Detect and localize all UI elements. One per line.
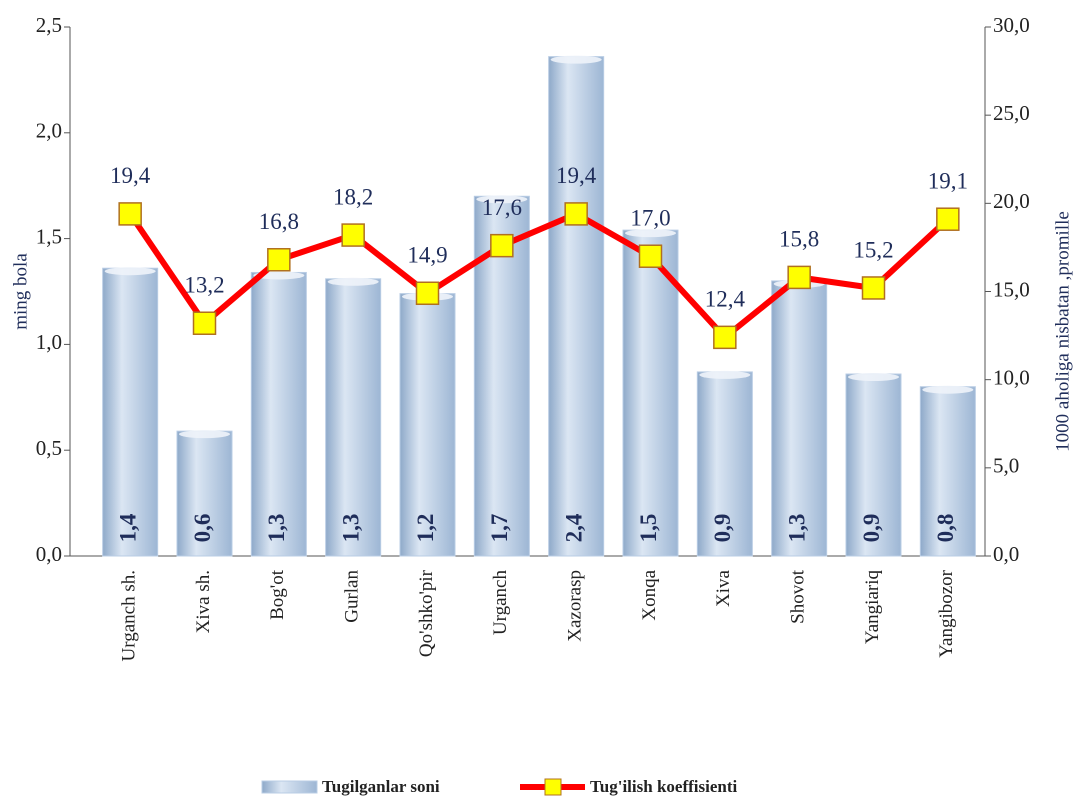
y-axis-title: ming bola (10, 253, 31, 330)
x-tick-label: Xazorasp (565, 570, 586, 642)
x-tick-label: Urganch sh. (119, 570, 140, 661)
legend-swatch (261, 780, 318, 794)
line-marker (861, 276, 886, 300)
x-tick-label: Xonqa (639, 569, 660, 620)
bar (771, 280, 828, 557)
y-tick-label: 0,5 (36, 436, 62, 460)
bar-value-label: 1,7 (487, 514, 512, 543)
x-tick-label: Bog'ot (267, 569, 288, 620)
line-marker (713, 325, 737, 350)
line-marker (787, 265, 811, 290)
y-tick-label: 0,0 (36, 542, 62, 566)
line-value-label: 17,6 (482, 195, 522, 220)
bar-value-label: 2,4 (561, 513, 586, 542)
bar (250, 271, 307, 557)
line-value-label: 19,4 (110, 163, 151, 188)
y2-tick-label: 10,0 (993, 365, 1030, 389)
bar-cap (550, 55, 602, 64)
y2-tick-label: 20,0 (993, 189, 1030, 213)
legend-label: Tug'ilish koeffisienti (590, 777, 737, 796)
bar-value-label: 1,3 (264, 514, 289, 543)
line-value-label: 12,4 (705, 287, 746, 312)
x-tick-label: Yangiariq (862, 570, 883, 645)
y2-tick-label: 5,0 (993, 454, 1019, 478)
y-tick-label: 1,5 (36, 224, 62, 248)
line-marker (415, 281, 440, 306)
bar-cap (178, 430, 231, 439)
x-tick-label: Yangibozor (936, 569, 957, 657)
y2-axis-title: 1000 aholiga nisbatan ,promille (1052, 211, 1073, 452)
y-tick-label: 2,5 (36, 13, 62, 37)
bar (622, 229, 679, 557)
bar (325, 278, 382, 557)
bar (919, 386, 976, 557)
line (127, 210, 950, 341)
bar-cap (327, 277, 379, 286)
bar (845, 373, 902, 557)
y-tick-label: 2,0 (36, 119, 62, 143)
y2-tick-label: 0,0 (993, 542, 1019, 566)
x-tick-label: Qo'shko'pir (416, 569, 437, 657)
y2-tick-label: 15,0 (993, 277, 1030, 301)
y-tick-label: 1,0 (36, 330, 62, 354)
bar-value-label: 0,9 (859, 514, 884, 543)
line-value-label: 19,1 (928, 168, 968, 193)
line-value-label: 15,2 (853, 237, 893, 262)
legend-label: Tugilganlar soni (322, 777, 440, 796)
bar-value-label: 0,9 (710, 514, 735, 543)
line-marker (267, 248, 291, 272)
bar-value-label: 0,8 (933, 514, 958, 543)
bar-value-label: 1,3 (784, 514, 809, 543)
x-tick-label: Xiva (713, 569, 734, 607)
bar-value-label: 0,6 (190, 514, 215, 543)
x-tick-label: Shovot (788, 569, 809, 624)
x-tick-label: Urganch (490, 570, 511, 636)
x-tick-label: Xiva sh. (193, 570, 214, 633)
bar-cap (104, 267, 156, 276)
line-marker (936, 207, 960, 231)
line-marker (490, 233, 514, 258)
legend-marker (544, 778, 562, 796)
bar-cap (624, 229, 677, 238)
bar-value-label: 1,2 (413, 514, 438, 543)
bar (548, 56, 605, 557)
y2-tick-label: 30,0 (993, 13, 1030, 37)
line-marker (341, 223, 365, 247)
line-marker (638, 244, 663, 268)
bar-value-label: 1,5 (636, 514, 661, 543)
bar-value-label: 1,4 (115, 513, 140, 542)
bar (176, 430, 233, 557)
bar (102, 267, 159, 557)
y2-tick-label: 25,0 (993, 101, 1030, 125)
bar-cap (922, 385, 974, 394)
line-marker (192, 311, 217, 335)
bar (696, 371, 753, 557)
bar (399, 293, 456, 557)
line-value-label: 13,2 (184, 273, 224, 298)
line-value-label: 17,0 (630, 206, 670, 231)
bar-cap (699, 370, 751, 379)
x-tick-label: Gurlan (342, 570, 363, 623)
bar-value-label: 1,3 (338, 514, 363, 543)
bar-cap (476, 195, 528, 204)
line-value-label: 16,8 (259, 209, 299, 234)
line-value-label: 19,4 (556, 163, 597, 188)
line-value-label: 15,8 (779, 227, 819, 252)
line-value-label: 14,9 (407, 243, 447, 268)
line-marker (118, 202, 142, 226)
line-value-label: 18,2 (333, 184, 373, 209)
bar-cap (847, 373, 900, 382)
line-marker (564, 202, 588, 226)
